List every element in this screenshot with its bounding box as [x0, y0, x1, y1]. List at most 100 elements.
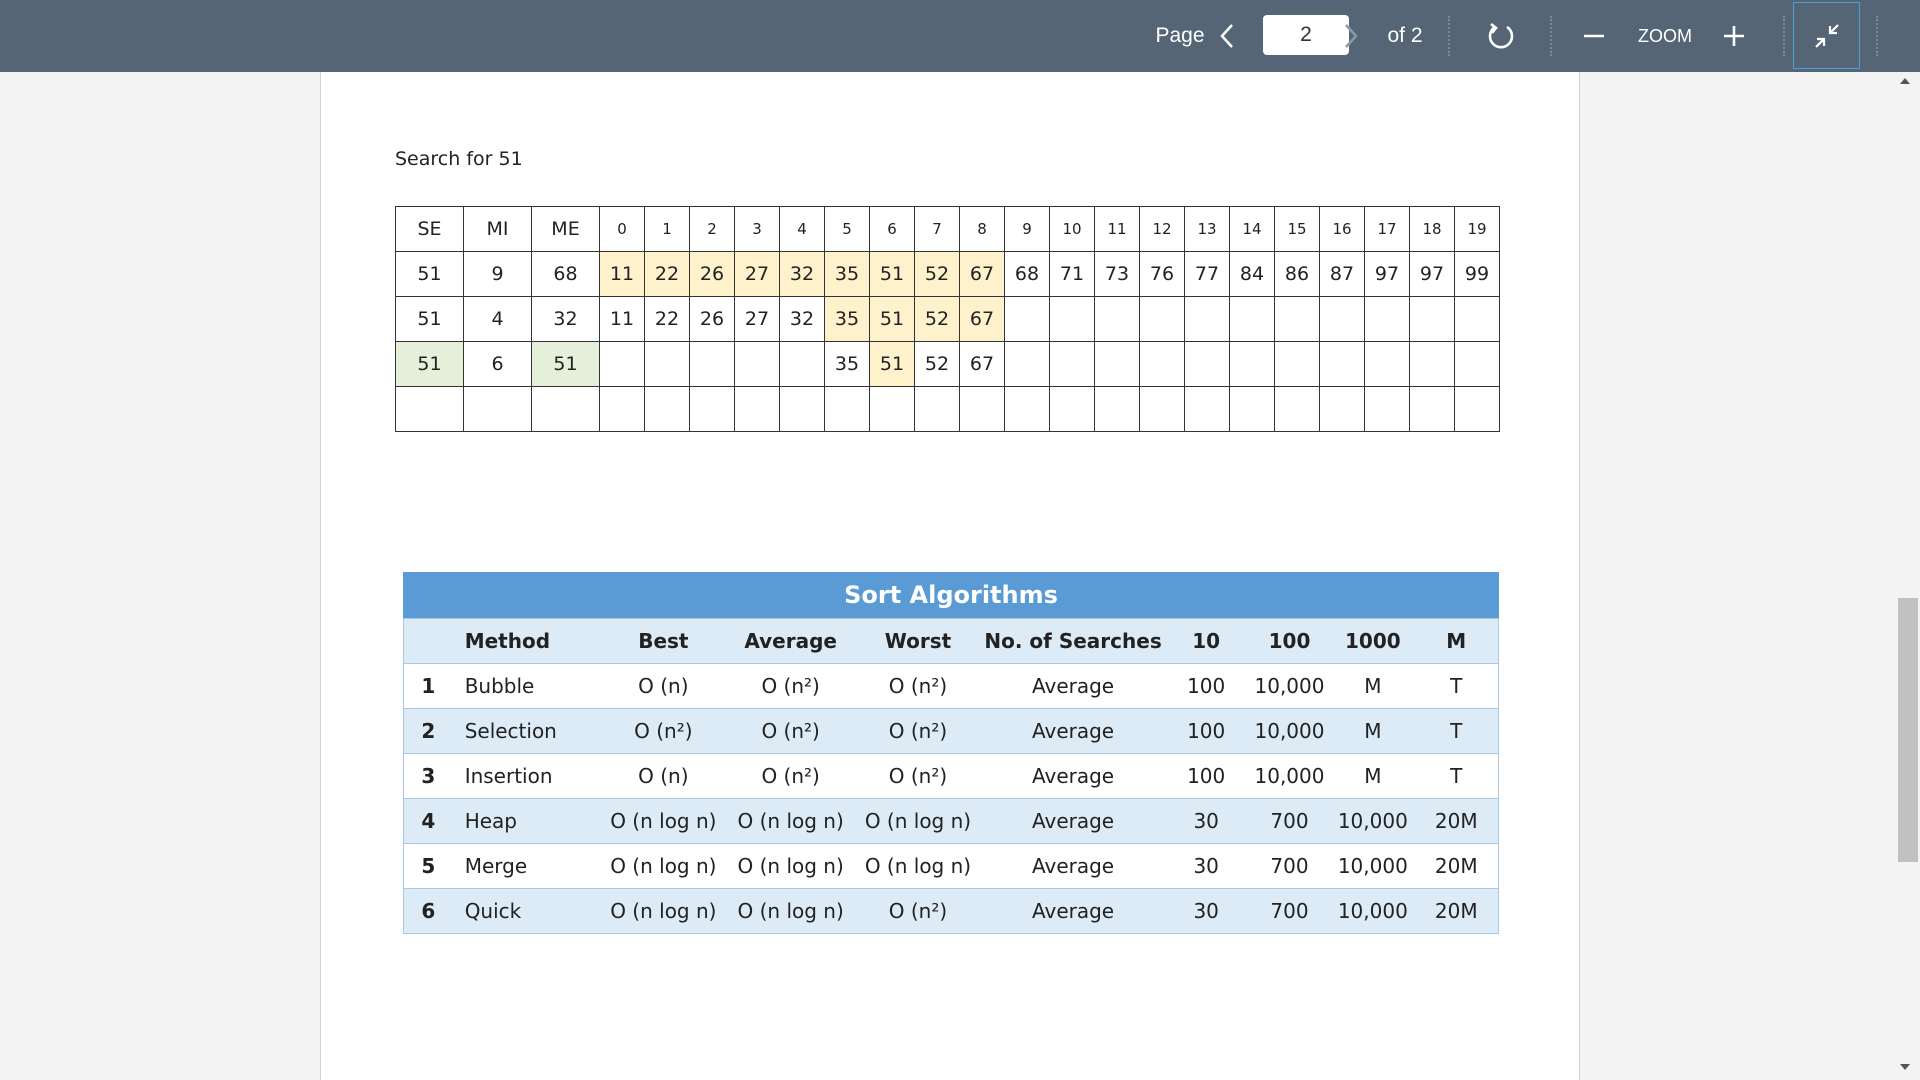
scrollbar[interactable]	[1895, 72, 1920, 1080]
grid-cell: 67	[959, 296, 1005, 342]
sort-table-cell: 4	[403, 798, 453, 844]
grid-row	[395, 386, 1500, 432]
collapse-icon	[1814, 23, 1839, 48]
grid-cell: 76	[1139, 251, 1185, 297]
grid-header-cell: 15	[1274, 206, 1320, 252]
sort-table-cell: 10,000	[1247, 663, 1332, 709]
toolbar-divider	[1876, 16, 1878, 56]
grid-cell	[1454, 341, 1500, 387]
sort-table-cell: 20M	[1414, 798, 1499, 844]
sort-table-cell: Heap	[452, 798, 600, 844]
page-label: Page	[1155, 24, 1205, 47]
sort-table-cell: M	[1331, 663, 1415, 709]
sort-table-cell: O (n log n)	[599, 888, 727, 934]
grid-cell	[869, 386, 915, 432]
grid-cell: 35	[824, 341, 870, 387]
scroll-down-arrow[interactable]	[1900, 1064, 1910, 1070]
sort-table-cell: O (n log n)	[854, 843, 982, 889]
sort-table-cell: 100	[1164, 708, 1248, 754]
grid-header-cell: 3	[734, 206, 780, 252]
sort-table-cell: 700	[1247, 843, 1332, 889]
sort-header-cell	[403, 618, 453, 664]
grid-cell: 6	[463, 341, 532, 387]
grid-cell	[1049, 341, 1095, 387]
chevron-right-icon	[1345, 24, 1358, 48]
grid-cell: 67	[959, 251, 1005, 297]
grid-cell	[1139, 341, 1185, 387]
sort-table-cell: Insertion	[452, 753, 600, 799]
sort-algorithms-table: Sort Algorithms Method Best Average Worst No…	[403, 572, 1499, 934]
rotate-button[interactable]	[1480, 0, 1522, 72]
grid-cell	[644, 386, 690, 432]
grid-cell	[1184, 341, 1230, 387]
grid-header-row: SE MI ME 0 1 2 3 4 5 6 7 8 9 10 11 12 13 14 15 16 17 18 19	[395, 206, 1500, 252]
sort-table-cell: Average	[981, 798, 1165, 844]
sort-header-cell: Worst	[854, 618, 982, 664]
zoom-in-button[interactable]	[1718, 0, 1750, 72]
sort-header-cell: Best	[599, 618, 727, 664]
grid-cell	[689, 386, 735, 432]
exit-fullscreen-button[interactable]	[1793, 2, 1860, 69]
zoom-out-button[interactable]	[1578, 0, 1610, 72]
grid-header-cell: 18	[1409, 206, 1455, 252]
grid-cell	[1004, 296, 1050, 342]
plus-icon	[1724, 26, 1744, 46]
sort-table-cell: Average	[981, 663, 1165, 709]
grid-header-cell: 5	[824, 206, 870, 252]
grid-header-cell: ME	[531, 206, 600, 252]
grid-cell	[1004, 386, 1050, 432]
rotate-icon	[1488, 22, 1514, 49]
grid-cell: 22	[644, 296, 690, 342]
grid-cell: 52	[914, 251, 960, 297]
grid-cell	[599, 386, 645, 432]
grid-cell: 51	[869, 341, 915, 387]
sort-table-cell: O (n)	[599, 753, 727, 799]
sort-header-cell: 10	[1164, 618, 1248, 664]
sort-table-cell: 10,000	[1331, 843, 1415, 889]
grid-cell	[1364, 296, 1410, 342]
grid-cell: 52	[914, 341, 960, 387]
grid-cell: 51	[869, 251, 915, 297]
scroll-up-arrow[interactable]	[1900, 78, 1910, 84]
toolbar-divider	[1550, 16, 1552, 56]
grid-cell	[599, 341, 645, 387]
sort-table-cell: 2	[403, 708, 453, 754]
scrollbar-thumb[interactable]	[1898, 598, 1918, 862]
grid-header-cell: 13	[1184, 206, 1230, 252]
grid-cell	[959, 386, 1005, 432]
sort-table-cell: 1	[403, 663, 453, 709]
grid-header-cell: 14	[1229, 206, 1275, 252]
sort-header-cell: Average	[727, 618, 855, 664]
grid-header-cell: 16	[1319, 206, 1365, 252]
grid-cell: 22	[644, 251, 690, 297]
sort-table-cell: 30	[1164, 798, 1248, 844]
grid-cell: 84	[1229, 251, 1275, 297]
grid-cell	[779, 341, 825, 387]
sort-header-cell: 100	[1247, 618, 1332, 664]
sort-table-row: 5 Merge O (n log n) O (n log n) O (n log n) A…	[403, 843, 1499, 889]
grid-cell: 68	[531, 251, 600, 297]
prev-page-button[interactable]	[1212, 0, 1242, 72]
grid-cell: 51	[531, 341, 600, 387]
page-number-input[interactable]: 2	[1263, 15, 1349, 55]
grid-cell: 97	[1409, 251, 1455, 297]
sort-table-title: Sort Algorithms	[403, 572, 1499, 618]
sort-header-cell: Method	[452, 618, 600, 664]
sort-table-row: 3 Insertion O (n) O (n²) O (n²) Average 100 10,…	[403, 753, 1499, 799]
grid-cell	[1409, 296, 1455, 342]
grid-row: 51 6 51 35 51 52 67	[395, 341, 1500, 387]
next-page-button[interactable]	[1336, 0, 1366, 72]
grid-cell	[1454, 296, 1500, 342]
sort-table-cell: Selection	[452, 708, 600, 754]
sort-table-cell: O (n log n)	[727, 888, 855, 934]
grid-cell	[1454, 386, 1500, 432]
sort-table-cell: O (n²)	[727, 663, 855, 709]
grid-header-cell: 7	[914, 206, 960, 252]
sort-table-cell: 700	[1247, 888, 1332, 934]
grid-cell: 11	[599, 251, 645, 297]
sort-table-row: 4 Heap O (n log n) O (n log n) O (n log n) Av…	[403, 798, 1499, 844]
grid-cell	[531, 386, 600, 432]
sort-table-cell: O (n²)	[854, 753, 982, 799]
sort-table-cell: 20M	[1414, 888, 1499, 934]
sort-table-cell: Quick	[452, 888, 600, 934]
